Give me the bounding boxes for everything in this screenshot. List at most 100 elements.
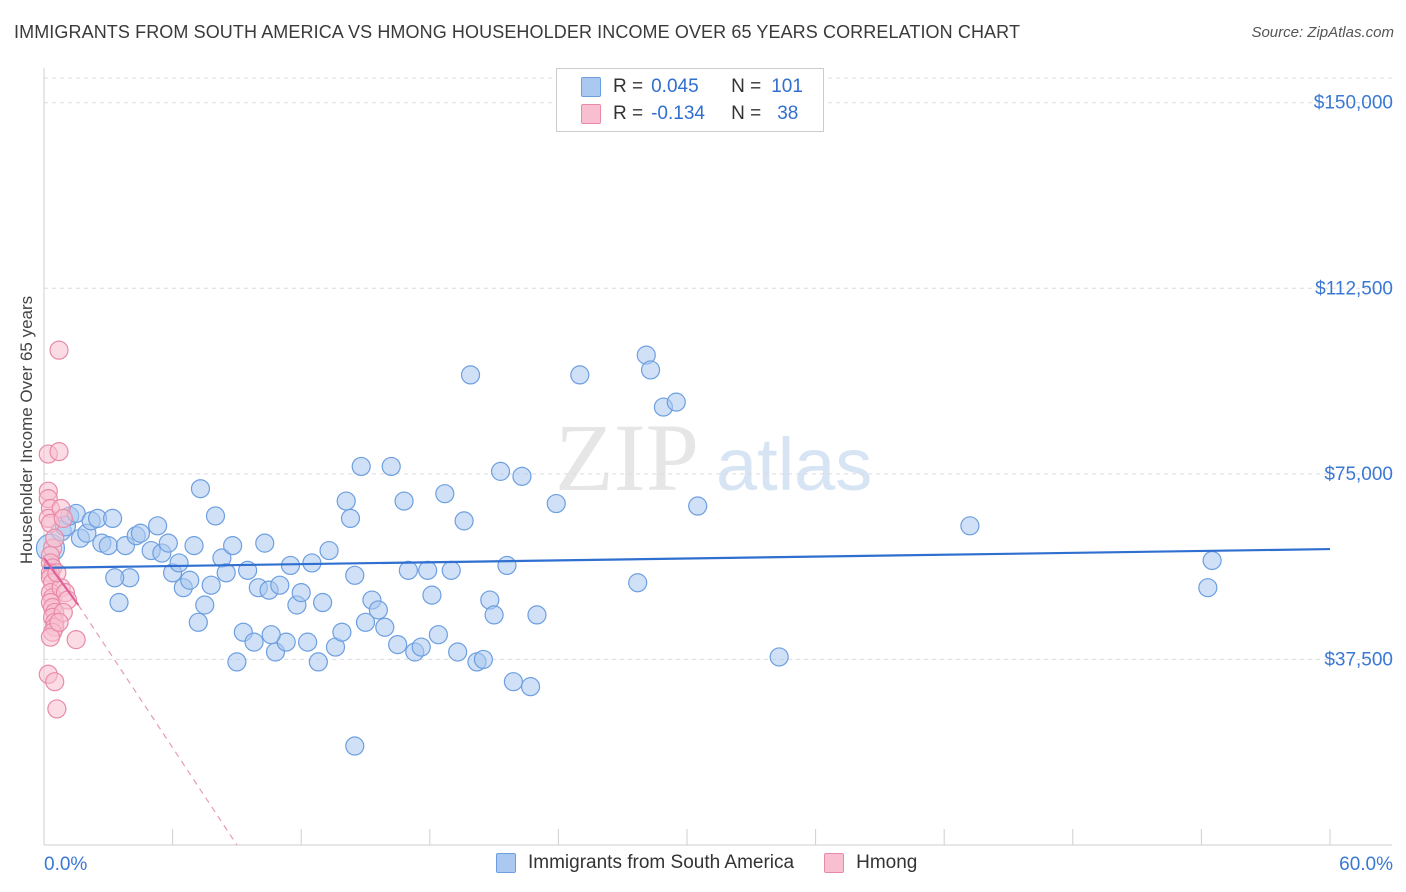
y-tick-label: $75,000 xyxy=(1324,464,1393,485)
source-credit[interactable]: Source: ZipAtlas.com xyxy=(1251,24,1394,41)
point-immigrants xyxy=(454,511,474,531)
watermark: ZIP atlas xyxy=(555,404,872,511)
legend-item-hmong[interactable]: Hmong xyxy=(824,852,917,874)
trend-lines xyxy=(43,547,1331,846)
point-immigrants xyxy=(270,575,290,595)
legend-r-label: R = xyxy=(613,103,644,124)
point-immigrants xyxy=(261,625,281,645)
point-immigrants xyxy=(688,496,708,516)
point-hmong xyxy=(47,699,67,719)
point-immigrants xyxy=(497,555,517,576)
point-immigrants xyxy=(298,632,318,652)
point-immigrants xyxy=(570,365,590,385)
y-axis-label: Householder Income Over 65 years xyxy=(17,295,36,565)
point-immigrants xyxy=(484,605,504,625)
point-immigrants xyxy=(473,649,493,670)
point-immigrants xyxy=(666,392,686,412)
point-immigrants xyxy=(368,600,388,620)
point-immigrants xyxy=(520,677,541,697)
point-immigrants xyxy=(291,583,311,603)
point-immigrants xyxy=(448,642,468,662)
legend-row-immigrants: R = 0.045 N = 101 xyxy=(581,75,803,99)
point-immigrants xyxy=(503,672,523,692)
point-immigrants xyxy=(336,491,356,511)
point-immigrants xyxy=(216,563,236,583)
point-immigrants xyxy=(460,365,481,385)
point-immigrants xyxy=(105,568,125,588)
watermark-zip: ZIP xyxy=(555,404,699,511)
point-immigrants xyxy=(546,493,566,514)
point-immigrants xyxy=(201,575,221,595)
point-immigrants xyxy=(435,484,455,504)
watermark-atlas: atlas xyxy=(716,423,872,506)
point-immigrants xyxy=(422,585,442,605)
point-immigrants xyxy=(418,560,438,580)
trend-line-hmong-extension xyxy=(77,604,238,846)
point-immigrants xyxy=(411,637,431,657)
point-immigrants xyxy=(512,466,532,486)
point-immigrants xyxy=(355,612,376,632)
legend-item-immigrants[interactable]: Immigrants from South America xyxy=(496,852,794,874)
point-hmong xyxy=(49,612,69,632)
legend-r-label: R = xyxy=(613,76,644,97)
point-immigrants xyxy=(223,536,243,556)
point-immigrants xyxy=(1198,578,1218,598)
point-immigrants xyxy=(527,605,547,625)
legend-n-value: 38 xyxy=(777,103,799,124)
point-immigrants xyxy=(188,612,208,632)
x-tick-label-min: 0.0% xyxy=(44,854,87,875)
point-immigrants xyxy=(490,461,511,481)
point-immigrants xyxy=(308,652,328,672)
point-immigrants xyxy=(340,508,361,529)
point-immigrants xyxy=(169,553,189,573)
stats-legend: R = 0.045 N = 101 R = -0.134 N = 38 xyxy=(556,68,824,132)
trend-line-hmong xyxy=(43,557,80,606)
point-immigrants xyxy=(960,516,980,536)
point-immigrants xyxy=(332,622,352,642)
point-immigrants xyxy=(109,592,129,613)
point-immigrants xyxy=(102,508,123,529)
x-tick-label-max: 60.0% xyxy=(1339,854,1393,875)
legend-n-label: N = xyxy=(731,103,762,124)
point-immigrants xyxy=(388,634,408,655)
point-immigrants xyxy=(158,533,178,553)
y-tick-label: $112,500 xyxy=(1315,278,1393,299)
point-immigrants xyxy=(227,652,247,672)
point-hmong xyxy=(45,528,65,548)
y-axis-label-wrap: Householder Income Over 65 years xyxy=(12,200,42,660)
point-immigrants xyxy=(628,573,648,593)
legend-label-hmong: Hmong xyxy=(856,852,918,873)
point-immigrants xyxy=(180,570,200,590)
point-immigrants xyxy=(244,632,264,652)
point-immigrants xyxy=(398,560,418,580)
tick-labels: $37,500 $75,000 $112,500 $150,000 0.0% 60.0% xyxy=(44,93,1393,875)
point-hmong xyxy=(40,627,61,647)
point-immigrants xyxy=(345,565,365,585)
y-tick-label: $37,500 xyxy=(1324,649,1393,670)
point-immigrants xyxy=(255,533,275,553)
point-immigrants xyxy=(205,506,226,526)
legend-swatch-immigrants xyxy=(496,853,516,873)
point-hmong xyxy=(45,672,65,692)
point-hmong xyxy=(49,340,69,360)
point-hmong xyxy=(66,630,86,650)
point-immigrants xyxy=(147,516,168,536)
point-immigrants xyxy=(375,617,395,637)
point-hmong xyxy=(53,508,73,529)
point-immigrants xyxy=(640,360,661,380)
point-immigrants xyxy=(195,595,215,615)
point-immigrants xyxy=(441,560,461,580)
point-immigrants xyxy=(98,536,118,556)
legend-r-value: 0.045 xyxy=(651,76,699,97)
point-immigrants xyxy=(130,523,151,543)
point-immigrants xyxy=(381,456,401,477)
legend-swatch-hmong xyxy=(824,853,845,873)
point-immigrants xyxy=(394,491,414,511)
series-legend: Immigrants from South America Hmong xyxy=(496,852,947,874)
legend-row-hmong: R = -0.134 N = 38 xyxy=(581,102,798,126)
legend-label-immigrants: Immigrants from South America xyxy=(528,852,795,873)
trend-line-immigrants xyxy=(43,547,1331,569)
point-immigrants xyxy=(351,456,371,477)
point-immigrants xyxy=(769,647,789,667)
